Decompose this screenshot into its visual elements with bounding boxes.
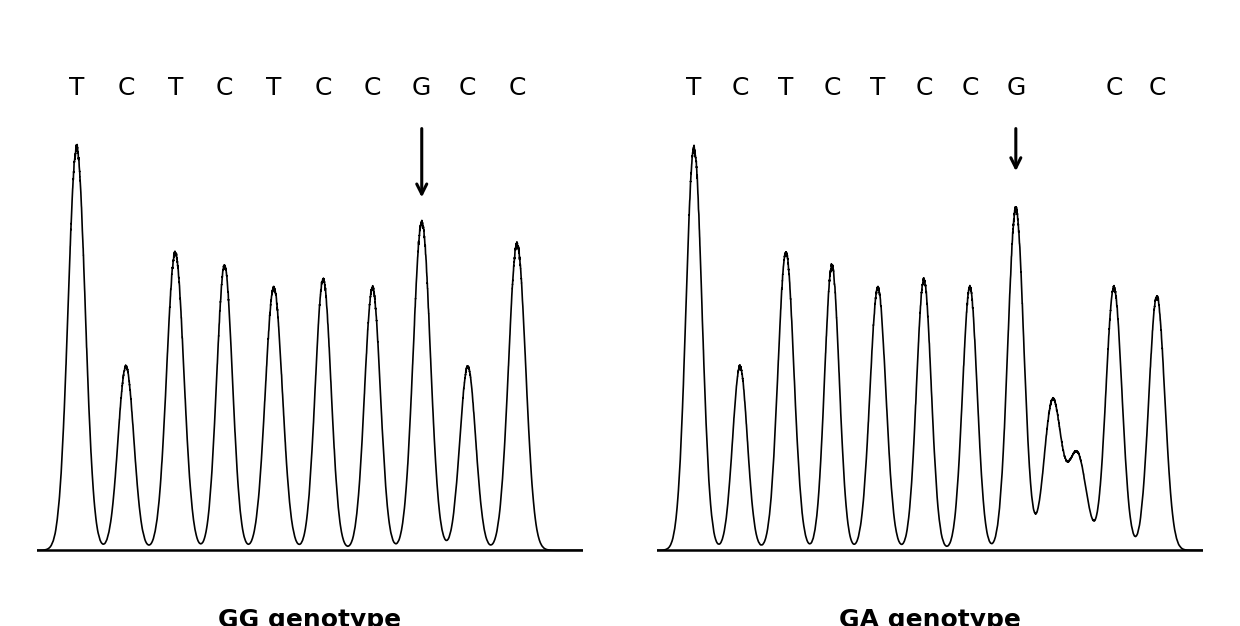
Text: C: C <box>823 76 841 100</box>
Text: C: C <box>732 76 749 100</box>
Text: C: C <box>961 76 978 100</box>
Text: C: C <box>459 76 476 100</box>
Text: T: T <box>686 76 702 100</box>
Text: C: C <box>315 76 332 100</box>
Text: T: T <box>167 76 184 100</box>
Text: T: T <box>267 76 281 100</box>
Text: C: C <box>915 76 932 100</box>
Text: G: G <box>1006 76 1025 100</box>
Text: G: G <box>412 76 432 100</box>
Text: T: T <box>870 76 885 100</box>
Text: GA genotype: GA genotype <box>839 608 1021 626</box>
Text: GG genotype: GG genotype <box>218 608 402 626</box>
Text: C: C <box>1148 76 1166 100</box>
Text: C: C <box>118 76 135 100</box>
Text: T: T <box>779 76 794 100</box>
Text: C: C <box>216 76 233 100</box>
Text: T: T <box>69 76 84 100</box>
Text: C: C <box>508 76 526 100</box>
Text: C: C <box>1105 76 1122 100</box>
Text: C: C <box>363 76 381 100</box>
